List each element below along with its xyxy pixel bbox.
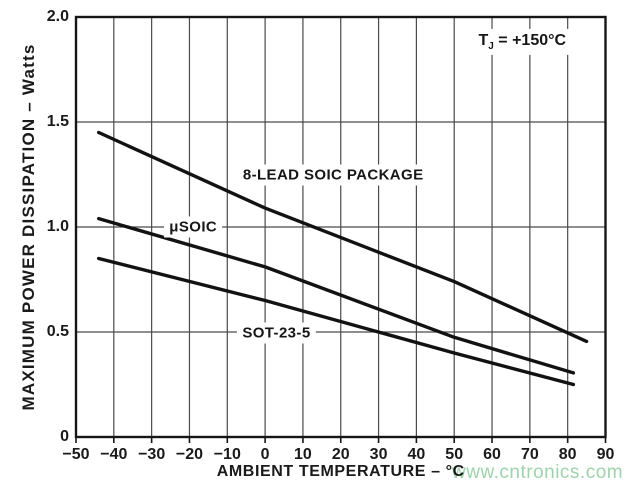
tj-symbol: T [478, 32, 489, 50]
tj-value: = +150°C [493, 32, 567, 50]
y-tick-label: 0.5 [46, 323, 69, 340]
curve-series-0 [96, 130, 589, 344]
tj-subscript: J [488, 41, 494, 53]
y-tick-label: 1.5 [46, 113, 69, 130]
watermark: www.cntronics.com [452, 462, 624, 483]
curve-series-1 [96, 216, 576, 375]
x-tick-label: 70 [520, 446, 539, 463]
x-tick-label: 30 [369, 446, 388, 463]
y-tick-label: 1.0 [46, 218, 69, 235]
x-tick-label: −30 [138, 446, 166, 463]
x-tick-label: 90 [596, 446, 615, 463]
x-tick-label: −40 [100, 446, 128, 463]
x-tick-label: −20 [175, 446, 204, 463]
x-tick-label: 50 [445, 446, 464, 463]
x-tick-label: 60 [483, 446, 501, 463]
x-axis-title: AMBIENT TEMPERATURE – °C [216, 463, 465, 480]
x-tick-label: −50 [62, 446, 90, 463]
x-tick-label: 80 [558, 446, 577, 463]
series-label-usoic: μSOIC [164, 216, 223, 238]
x-tick-label: 10 [294, 446, 312, 463]
x-tick-label: −10 [213, 446, 241, 463]
y-axis-title: MAXIMUM POWER DISSIPATION – Watts [19, 43, 38, 411]
plot-border [74, 15, 607, 439]
series-label-sot-23-5: SOT-23-5 [237, 322, 316, 344]
curve-series-2 [96, 256, 576, 387]
x-tick-label: 20 [331, 446, 350, 463]
x-tick-label: 40 [407, 446, 426, 463]
series-label-8-lead-soic: 8-LEAD SOIC PACKAGE [237, 164, 429, 185]
y-tick-label: 0 [60, 428, 69, 445]
y-tick-label: 2.0 [46, 8, 69, 25]
junction-temperature-annotation: TJ = +150°C [470, 29, 575, 56]
x-tick-label: 0 [260, 446, 270, 463]
